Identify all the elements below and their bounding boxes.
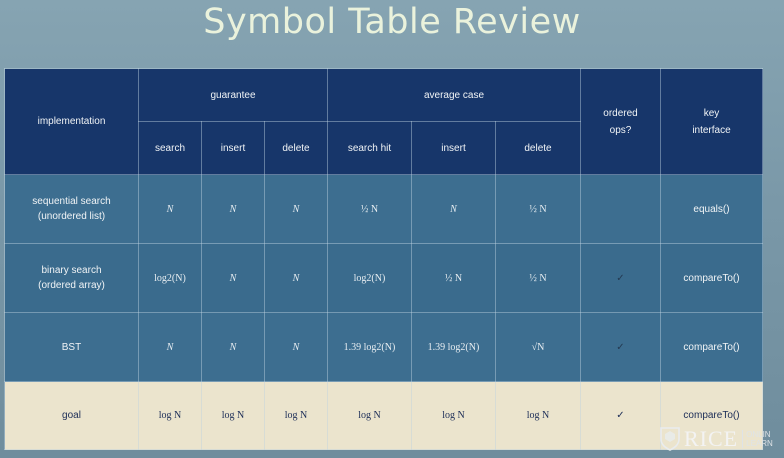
cell-average-delete: log N — [495, 381, 581, 450]
header-average-case: average case — [327, 68, 581, 122]
table-row: binary search (ordered array) log2(N) N … — [4, 243, 763, 313]
row-label-goal: goal — [4, 381, 139, 450]
cell-average-delete: √N — [495, 312, 581, 382]
header-implementation: implementation — [4, 68, 139, 175]
header-key-interface: key interface — [660, 68, 763, 175]
cell-key-interface: equals() — [660, 174, 763, 244]
cell-guarantee-insert: N — [201, 174, 265, 244]
shield-icon — [660, 427, 680, 451]
logo-wordmark: RICE — [684, 426, 739, 451]
slide-title: Symbol Table Review — [203, 2, 581, 42]
cell-ordered-ops: ✓ — [580, 381, 661, 450]
checkmark-icon: ✓ — [616, 410, 625, 421]
cell-key-interface: compareTo() — [660, 381, 763, 450]
cell-ordered-ops: ✓ — [580, 312, 661, 382]
rice-online-logo: RICE ONLIN LEARN — [660, 424, 773, 454]
symbol-table-comparison: implementation guarantee average case or… — [4, 68, 763, 450]
goal-row: goal log N log N log N log N log N log N… — [4, 381, 763, 450]
logo-subtext: ONLIN LEARN — [742, 430, 773, 448]
row-label: BST — [4, 312, 139, 382]
checkmark-icon: ✓ — [616, 272, 625, 284]
cell-average-delete: ½ N — [495, 174, 581, 244]
cell-average-insert: 1.39 log2(N) — [411, 312, 496, 382]
header-average-insert: insert — [411, 121, 496, 175]
cell-key-interface: compareTo() — [660, 312, 763, 382]
row-label-line1: binary search — [41, 265, 102, 276]
cell-ordered-ops — [580, 174, 661, 244]
cell-average-search-hit: log N — [327, 381, 412, 450]
cell-guarantee-delete: N — [264, 243, 328, 313]
header-key-interface-line1: key — [703, 107, 720, 119]
cell-average-search-hit: ½ N — [327, 174, 412, 244]
cell-guarantee-delete: log N — [264, 381, 328, 450]
header-ordered-ops-line2: ops? — [609, 124, 632, 136]
header-average-search-hit: search hit — [327, 121, 412, 175]
cell-ordered-ops: ✓ — [580, 243, 661, 313]
header-ordered-ops: ordered ops? — [580, 68, 661, 175]
header-guarantee-search: search — [138, 121, 202, 175]
cell-average-delete: ½ N — [495, 243, 581, 313]
cell-average-insert: log N — [411, 381, 496, 450]
cell-guarantee-insert: N — [201, 312, 265, 382]
table-row: BST N N N 1.39 log2(N) 1.39 log2(N) √N ✓… — [4, 312, 763, 382]
cell-guarantee-delete: N — [264, 312, 328, 382]
cell-guarantee-search: log2(N) — [138, 243, 202, 313]
cell-guarantee-delete: N — [264, 174, 328, 244]
row-label-line1: BST — [61, 341, 82, 353]
cell-guarantee-insert: N — [201, 243, 265, 313]
header-key-interface-line2: interface — [692, 124, 731, 136]
logo-subtext-line2: LEARN — [746, 439, 773, 448]
row-label-line1: sequential search — [32, 196, 111, 207]
row-label: binary search (ordered array) — [4, 243, 139, 313]
cell-average-insert: ½ N — [411, 243, 496, 313]
header-average-delete: delete — [495, 121, 581, 175]
cell-key-interface: compareTo() — [660, 243, 763, 313]
row-label: sequential search (unordered list) — [4, 174, 139, 244]
cell-average-insert: N — [411, 174, 496, 244]
row-label-line2: (ordered array) — [38, 280, 105, 291]
header-guarantee-insert: insert — [201, 121, 265, 175]
cell-average-search-hit: log2(N) — [327, 243, 412, 313]
header-guarantee-delete: delete — [264, 121, 328, 175]
header-ordered-ops-line1: ordered — [603, 107, 638, 119]
logo-subtext-line1: ONLIN — [746, 430, 771, 439]
cell-guarantee-search: N — [138, 174, 202, 244]
row-label-line2: (unordered list) — [37, 211, 106, 222]
checkmark-icon: ✓ — [616, 341, 625, 353]
cell-average-search-hit: 1.39 log2(N) — [327, 312, 412, 382]
cell-guarantee-insert: log N — [201, 381, 265, 450]
table-row: sequential search (unordered list) N N N… — [4, 174, 763, 244]
cell-guarantee-search: N — [138, 312, 202, 382]
header-guarantee: guarantee — [138, 68, 328, 122]
cell-guarantee-search: log N — [138, 381, 202, 450]
